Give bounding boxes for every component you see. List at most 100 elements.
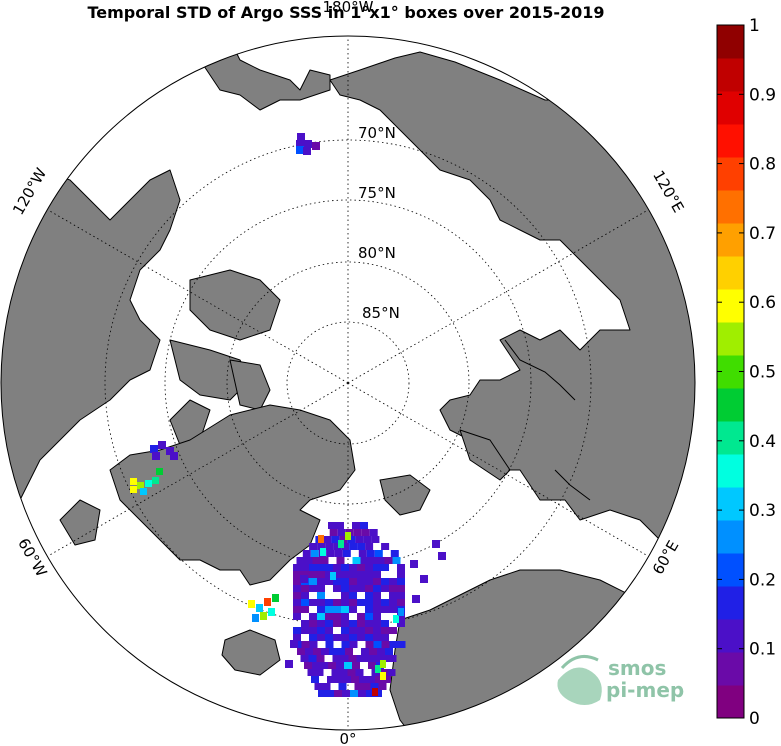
std-cell [349,627,357,634]
std-cell [293,564,301,571]
std-cell [341,599,349,606]
std-cell [293,578,301,585]
std-cell [297,648,305,655]
std-cell [268,608,275,616]
std-cell [334,690,342,697]
std-cell [317,571,325,578]
std-cell [272,594,279,602]
std-cell [373,578,381,585]
std-cell [357,543,366,550]
std-cell [345,648,353,655]
colorbar-swatch [717,256,744,290]
colorbar-swatch [717,619,744,653]
colorbar-swatch [717,685,744,719]
std-cell [343,676,351,683]
colorbar-swatch [717,91,744,125]
land-baffin [59,499,101,546]
std-cell [317,599,325,606]
std-cell [314,683,323,690]
std-cell [309,543,318,550]
std-cell [166,447,174,455]
std-cell [325,620,333,627]
std-cell [309,571,317,578]
colorbar-swatch [717,586,744,620]
std-cell [329,529,338,536]
std-cell [130,486,137,493]
std-cell [300,575,308,583]
colorbar-tick-label: 0.9 [749,85,776,105]
std-cell [333,620,341,627]
smos-pimep-logo: smos pi-mep [557,654,684,705]
std-cell [410,560,418,568]
std-cell [372,655,381,662]
std-cell [375,665,381,673]
std-cell [380,655,389,662]
std-cell [333,599,341,606]
std-cell [301,599,309,606]
std-cell [293,592,301,599]
land-archipelago-3 [229,359,271,411]
std-cell [353,529,362,536]
std-cell [290,640,298,648]
std-cell [312,142,320,150]
std-cell [137,482,144,489]
std-cell [317,564,325,571]
std-cell [325,641,334,648]
std-cell [317,592,325,599]
std-cell [373,585,381,592]
std-cell [325,599,333,606]
colorbar-tick-label: 0.7 [749,224,776,244]
colorbar-tick-label: 0.4 [749,432,776,452]
std-cell [364,655,373,662]
colorbar-tick-label: 0.1 [749,640,776,660]
std-cell [349,599,357,606]
colorbar-swatch [717,487,744,521]
std-cell [341,606,349,613]
std-cell [323,536,332,543]
colorbar-ticks: 0 0.1 0.2 0.3 0.4 0.5 0.6 0.7 0.8 0.9 1 [717,16,776,729]
std-cell [341,634,349,641]
std-cell [381,599,389,606]
std-cell [349,578,357,585]
std-cell [301,592,309,599]
std-cell [329,648,337,655]
std-cell [293,606,301,613]
std-cell [316,655,325,662]
std-cell [296,146,304,154]
std-cell [345,532,351,540]
std-cell [252,614,259,622]
colorbar-tick-label: 0 [749,709,760,729]
std-cell [381,585,389,592]
std-cell [375,676,383,683]
std-cell [317,627,325,634]
logo-line1: smos [608,656,666,680]
std-cell [397,571,405,578]
std-cell [365,641,374,648]
std-cell [296,557,305,564]
std-cell [357,571,365,578]
std-cell [318,535,324,543]
std-cell [334,550,343,557]
std-cell [397,620,405,627]
std-cell [420,575,428,583]
std-cell [309,627,317,634]
lat-label-80: 80°N [358,244,396,262]
std-cell [320,662,328,669]
std-cell [309,613,317,620]
std-cell [341,641,350,648]
coast-details [504,339,591,501]
colorbar-swatch [717,289,744,323]
std-cell [309,585,317,592]
std-cell [397,641,406,648]
std-cell [381,578,389,585]
std-cell [354,683,363,690]
std-cell [260,612,267,620]
std-cell [150,445,158,453]
std-cell [248,600,255,608]
std-cell [332,655,341,662]
std-cell [365,599,373,606]
std-cell [389,606,397,613]
std-cell [397,564,405,571]
std-cell [357,599,365,606]
std-cell [301,641,310,648]
